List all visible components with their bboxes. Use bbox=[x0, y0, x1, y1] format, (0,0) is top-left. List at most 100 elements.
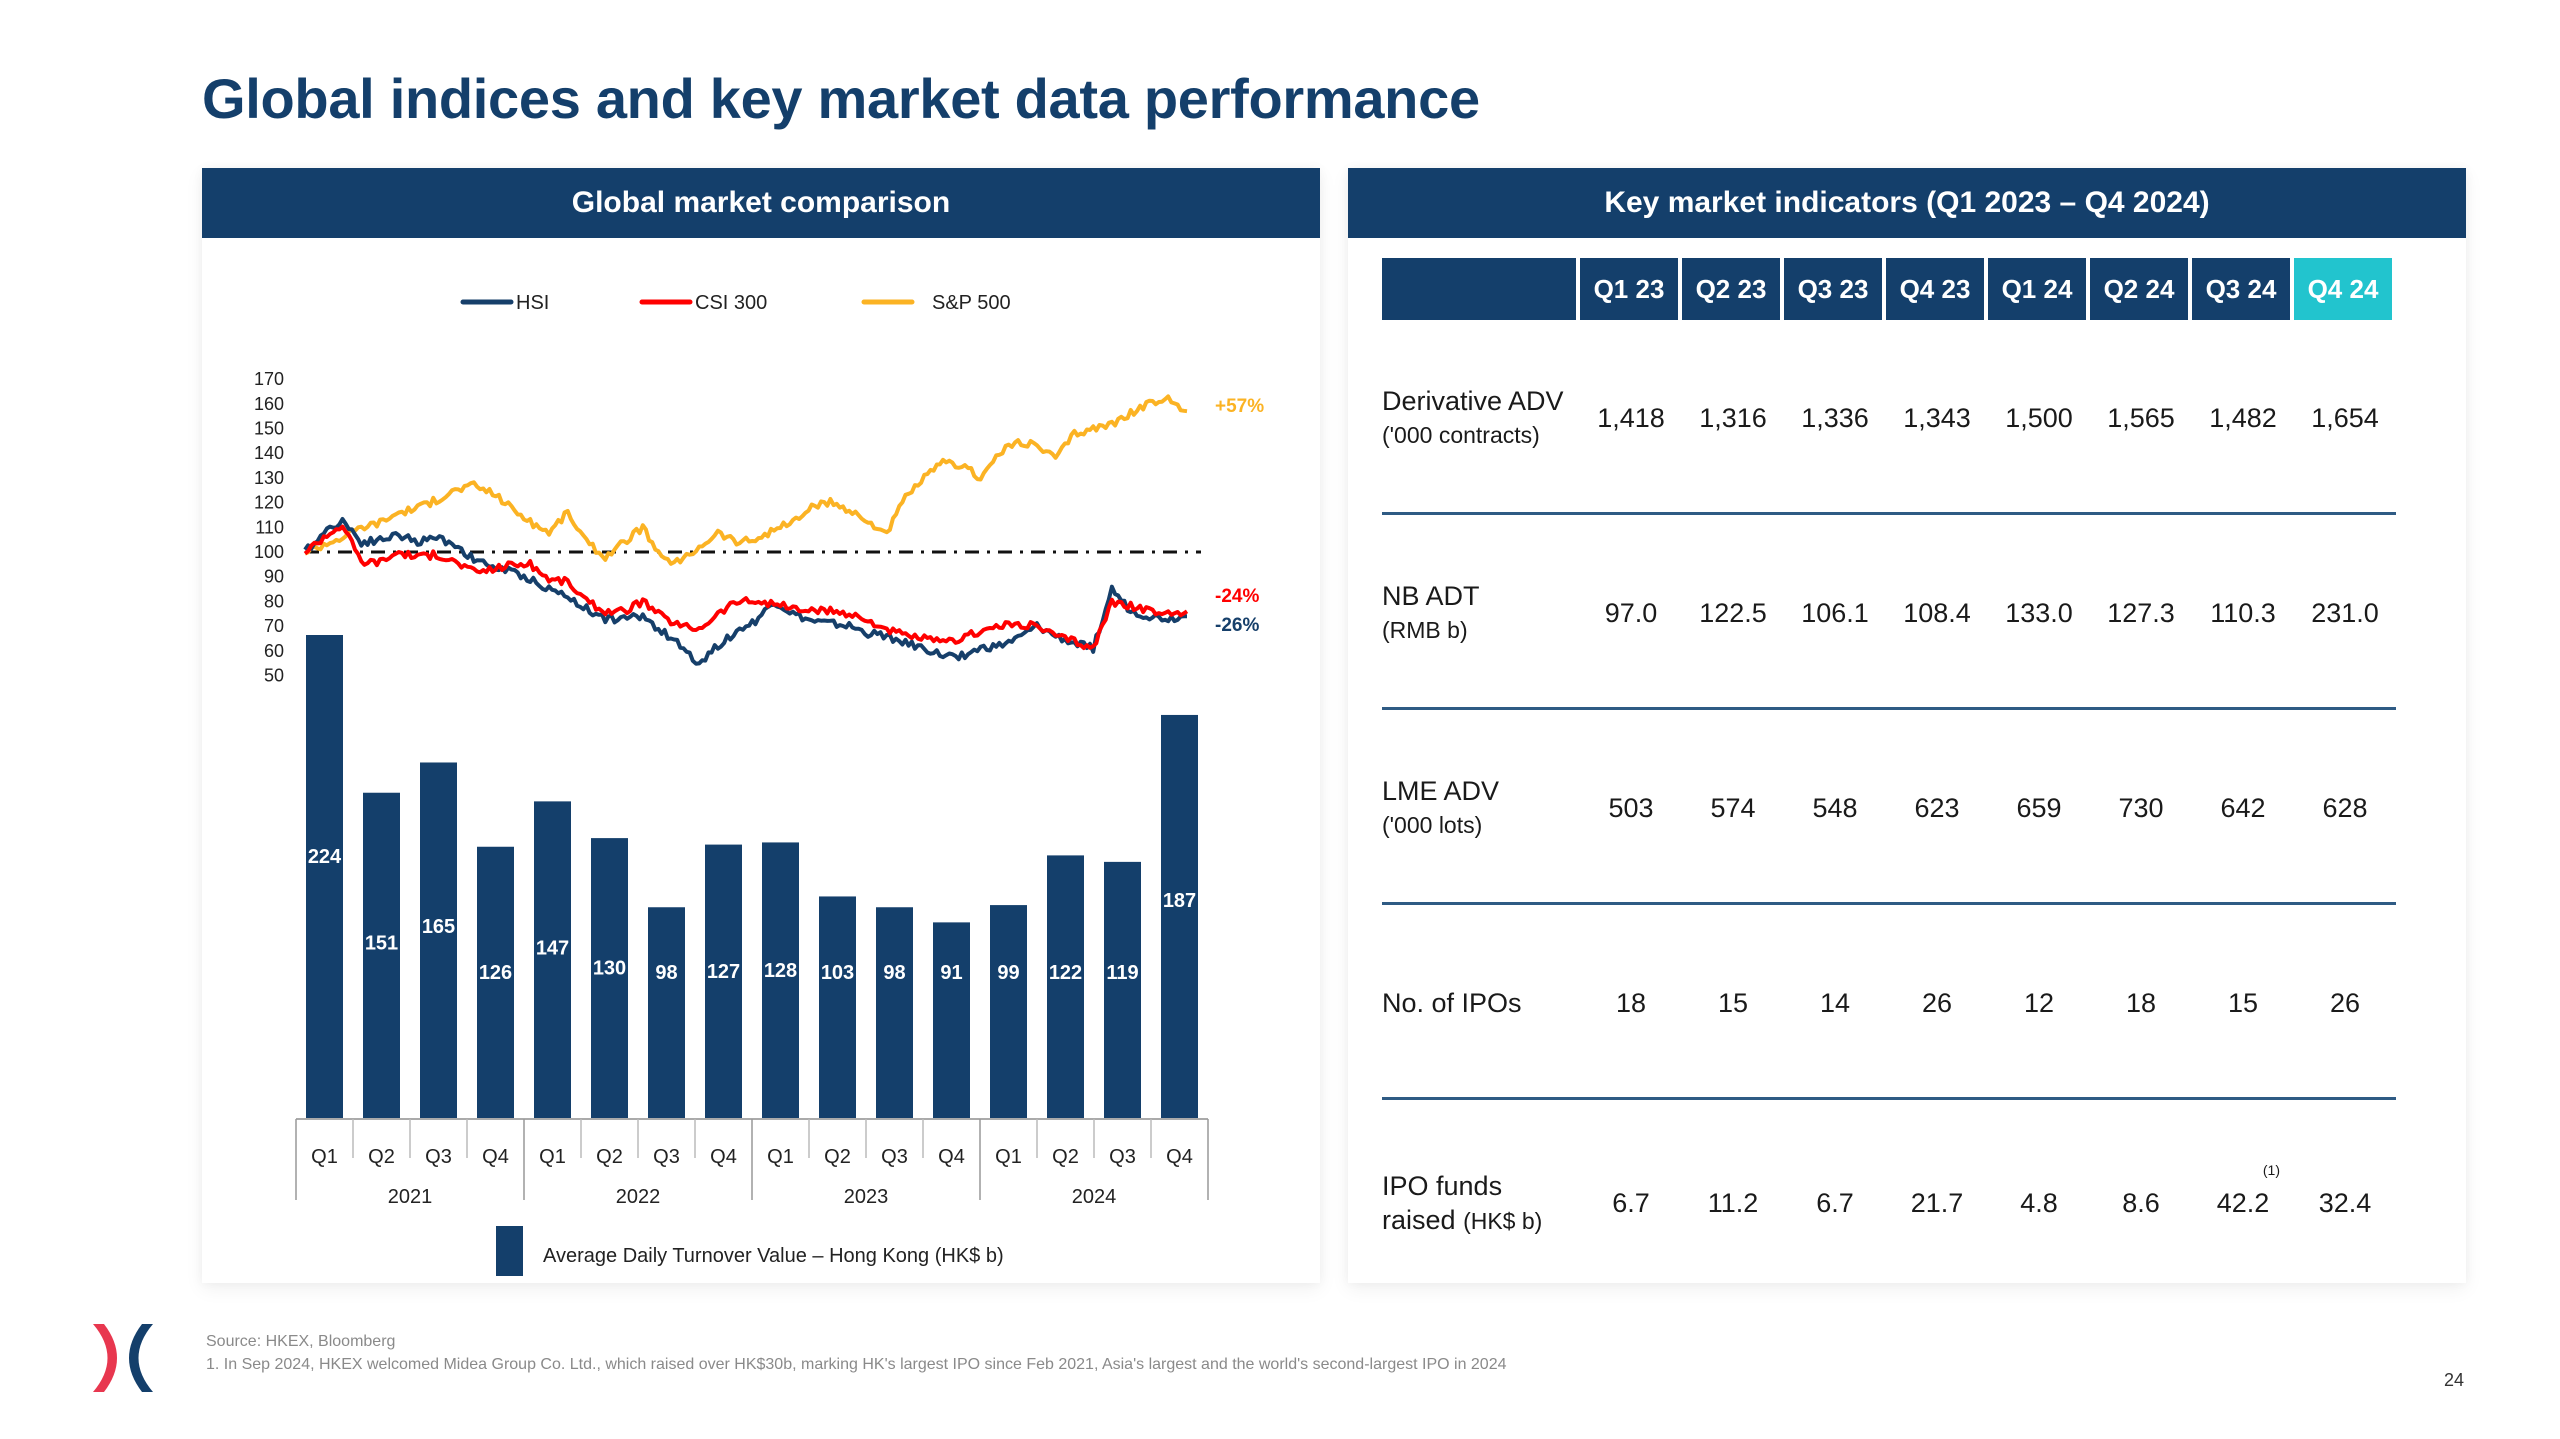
x-tick-label: Q4 bbox=[482, 1146, 509, 1168]
table-cell: 21.7 bbox=[1910, 1187, 1964, 1218]
table-cell: 32.4 bbox=[2318, 1187, 2372, 1218]
table-cell: 628 bbox=[2322, 792, 2368, 823]
panel-header: Key market indicators (Q1 2023 – Q4 2024… bbox=[1348, 168, 2466, 238]
table-cell: 110.3 bbox=[2210, 597, 2276, 628]
table-cell: 231.0 bbox=[2311, 597, 2379, 628]
row-label-unit: (HK$ b) bbox=[1463, 1207, 1543, 1234]
turnover-bar bbox=[1047, 855, 1084, 1119]
y-tick-label: 70 bbox=[264, 616, 284, 636]
row-label-unit: (RMB b) bbox=[1382, 617, 1468, 643]
table-cell: 26 bbox=[2329, 987, 2361, 1018]
y-tick-label: 130 bbox=[254, 468, 284, 488]
table-row: No. of IPOs 18 15 14 26 12 18 15 26 bbox=[1382, 928, 2396, 1078]
table-cell: 133.0 bbox=[2005, 597, 2073, 628]
bar-value-label: 165 bbox=[422, 916, 455, 938]
x-group-label: 2022 bbox=[616, 1186, 661, 1208]
table-cell: 18 bbox=[1615, 987, 1647, 1018]
table-row: NB ADT (RMB b) 97.0 122.5 106.1 108.4 13… bbox=[1382, 538, 2396, 688]
row-divider bbox=[1382, 902, 2396, 905]
line-s-p-500 bbox=[304, 394, 1188, 566]
row-label: No. of IPOs bbox=[1382, 986, 1580, 1020]
source-note: Source: HKEX, Bloomberg bbox=[206, 1333, 396, 1350]
bar-value-label: 91 bbox=[940, 962, 962, 984]
table-cell: 26 bbox=[1921, 987, 1953, 1018]
bar-value-label: 130 bbox=[593, 958, 626, 980]
x-tick-label: Q1 bbox=[767, 1146, 794, 1168]
bar-value-label: 98 bbox=[883, 962, 905, 984]
table-cell: 106.1 bbox=[1801, 597, 1869, 628]
x-tick-label: Q2 bbox=[824, 1146, 851, 1168]
x-tick-label: Q1 bbox=[539, 1146, 566, 1168]
bar-value-label: 98 bbox=[655, 962, 677, 984]
x-tick-label: Q4 bbox=[710, 1146, 737, 1168]
turnover-bar bbox=[477, 846, 514, 1119]
turnover-bar bbox=[819, 896, 856, 1119]
table-cell: 659 bbox=[2016, 792, 2062, 823]
row-divider bbox=[1382, 707, 2396, 710]
turnover-bar bbox=[534, 801, 571, 1119]
turnover-bar bbox=[876, 907, 913, 1119]
table-cell: 8.6 bbox=[2122, 1187, 2160, 1218]
bar-value-label: 122 bbox=[1049, 962, 1082, 984]
table-cell: 15 bbox=[2227, 987, 2259, 1018]
row-label: IPO funds raised (HK$ b) bbox=[1382, 1169, 1580, 1238]
row-divider bbox=[1382, 512, 2396, 515]
table-cell: 623 bbox=[1914, 792, 1960, 823]
x-axis: Q1 Q2 Q3 Q4 Q1 Q2 Q3 Q4 Q1 Q2 Q3 Q4 Q1 Q2 Q3 Q4 2021 2022… bbox=[295, 1118, 1209, 1208]
panel-header: Global market comparison bbox=[202, 168, 1320, 238]
hkex-logo-icon bbox=[93, 1324, 153, 1392]
legend-swatch bbox=[496, 1226, 523, 1276]
x-tick-label: Q3 bbox=[425, 1146, 452, 1168]
turnover-bar bbox=[990, 905, 1027, 1119]
x-tick-label: Q3 bbox=[881, 1146, 908, 1168]
bar-value-label: 187 bbox=[1163, 890, 1196, 912]
legend-label: S&P 500 bbox=[932, 292, 1011, 314]
turnover-legend: Average Daily Turnover Value – Hong Kong… bbox=[496, 1226, 1004, 1276]
col-header: Q3 24 bbox=[2192, 258, 2290, 320]
bar-value-label: 224 bbox=[308, 846, 342, 868]
y-tick-label: 90 bbox=[264, 567, 284, 587]
turnover-bar bbox=[591, 838, 628, 1119]
y-tick-label: 140 bbox=[254, 443, 284, 463]
table-cell: 6.7 bbox=[1816, 1187, 1854, 1218]
header-label-cell bbox=[1382, 258, 1576, 320]
turnover-bar bbox=[648, 907, 685, 1119]
y-tick-label: 110 bbox=[255, 517, 284, 537]
x-tick-label: Q2 bbox=[596, 1146, 623, 1168]
table-cell: 642 bbox=[2220, 792, 2266, 823]
y-tick-label: 100 bbox=[254, 542, 284, 562]
table-cell: 6.7 bbox=[1612, 1187, 1650, 1218]
x-tick-label: Q2 bbox=[368, 1146, 395, 1168]
turnover-bar bbox=[933, 922, 970, 1119]
y-tick-label: 170 bbox=[254, 369, 284, 389]
x-group-label: 2024 bbox=[1072, 1186, 1117, 1208]
table-cell: 503 bbox=[1608, 792, 1654, 823]
col-header: Q2 23 bbox=[1682, 258, 1780, 320]
x-tick-label: Q3 bbox=[653, 1146, 680, 1168]
index-legend: HSI CSI 300 S&P 500 bbox=[460, 292, 1011, 314]
turnover-bar bbox=[1104, 861, 1141, 1119]
col-header-highlight: Q4 24 bbox=[2294, 258, 2392, 320]
bar-value-label: 151 bbox=[365, 933, 398, 955]
turnover-bar-labels: 224 151 165 126 147 130 98 127 128 103 98 91 99 122 11… bbox=[308, 846, 1196, 984]
y-tick-label: 160 bbox=[254, 394, 284, 414]
x-tick-label: Q1 bbox=[995, 1146, 1022, 1168]
x-tick-label: Q2 bbox=[1052, 1146, 1079, 1168]
row-label: LME ADV ('000 lots) bbox=[1382, 774, 1580, 842]
table-cell: 14 bbox=[1819, 987, 1851, 1018]
table-cell: 1,336 bbox=[1801, 402, 1869, 433]
index-lines bbox=[303, 394, 1189, 666]
table-cell: 122.5 bbox=[1699, 597, 1767, 628]
table-cell: 4.8 bbox=[2020, 1187, 2058, 1218]
row-label-main: LME ADV bbox=[1382, 776, 1500, 806]
end-label: -26% bbox=[1215, 615, 1259, 636]
end-labels: -26% -24% +57% bbox=[1215, 396, 1264, 636]
turnover-bar bbox=[363, 792, 400, 1119]
x-tick-label: Q3 bbox=[1109, 1146, 1136, 1168]
row-label-main-2: raised bbox=[1382, 1204, 1456, 1235]
bar-value-label: 99 bbox=[997, 962, 1019, 984]
col-header: Q1 24 bbox=[1988, 258, 2086, 320]
page-title: Global indices and key market data perfo… bbox=[202, 67, 1480, 130]
turnover-bar bbox=[762, 842, 799, 1119]
